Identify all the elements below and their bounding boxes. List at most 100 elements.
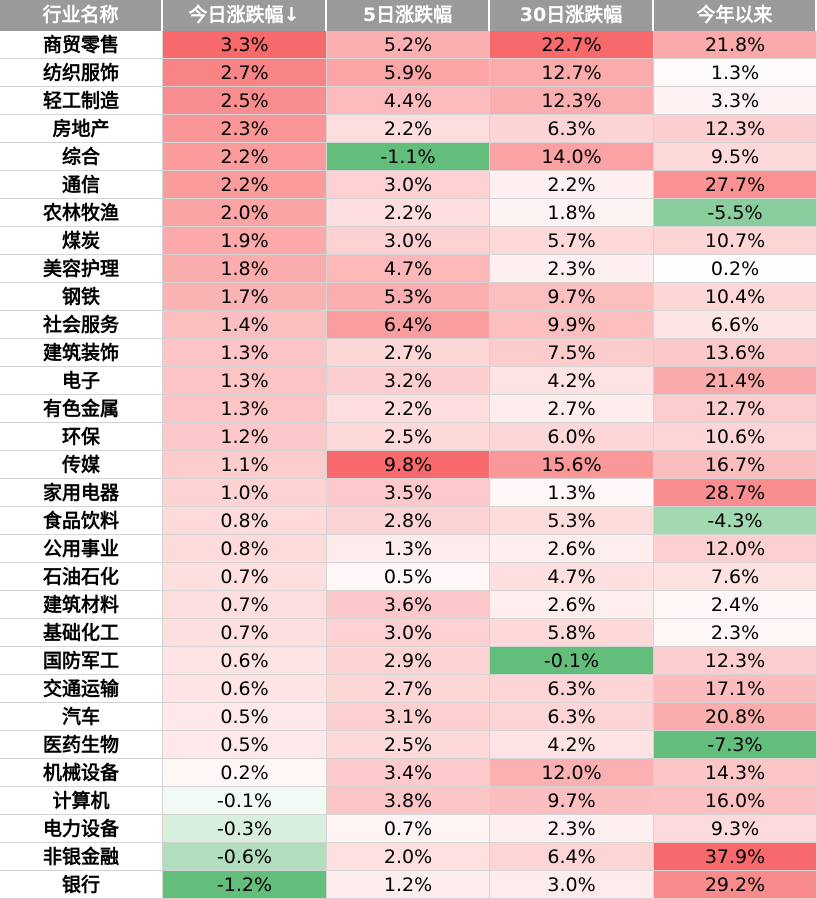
value-cell: 0.8% [163, 535, 327, 563]
table-row: 建筑材料 0.7% 3.6% 2.6% 2.4% [0, 591, 817, 619]
value-cell: -0.1% [163, 787, 327, 815]
value-cell: 6.3% [490, 675, 654, 703]
value-cell: 3.0% [327, 227, 490, 255]
value-cell: 3.0% [327, 619, 490, 647]
value-cell: 0.7% [327, 815, 490, 843]
table-row: 计算机 -0.1% 3.8% 9.7% 16.0% [0, 787, 817, 815]
table-row: 公用事业 0.8% 1.3% 2.6% 12.0% [0, 535, 817, 563]
value-cell: 9.7% [490, 283, 654, 311]
value-cell: 2.5% [327, 731, 490, 759]
value-cell: 4.7% [490, 563, 654, 591]
value-cell: 2.9% [327, 647, 490, 675]
value-cell: 12.3% [654, 647, 817, 675]
value-cell: 37.9% [654, 843, 817, 871]
table-row: 电力设备 -0.3% 0.7% 2.3% 9.3% [0, 815, 817, 843]
value-cell: 9.7% [490, 787, 654, 815]
value-cell: 1.2% [327, 871, 490, 899]
value-cell: 14.0% [490, 143, 654, 171]
value-cell: 5.8% [490, 619, 654, 647]
value-cell: 12.7% [654, 395, 817, 423]
value-cell: 6.6% [654, 311, 817, 339]
value-cell: 0.5% [327, 563, 490, 591]
value-cell: -0.6% [163, 843, 327, 871]
value-cell: 9.5% [654, 143, 817, 171]
value-cell: -1.1% [327, 143, 490, 171]
value-cell: 2.2% [163, 171, 327, 199]
value-cell: 0.6% [163, 675, 327, 703]
industry-name-header: 行业名称 [0, 0, 163, 31]
value-cell: 1.2% [163, 423, 327, 451]
value-cell: 9.3% [654, 815, 817, 843]
value-cell: 3.3% [163, 31, 327, 59]
value-cell: 0.2% [163, 759, 327, 787]
value-cell: 12.3% [654, 115, 817, 143]
value-cell: 22.7% [490, 31, 654, 59]
thirty-day-change-header: 30日涨跌幅 [490, 0, 654, 31]
table-row: 有色金属 1.3% 2.2% 2.7% 12.7% [0, 395, 817, 423]
value-cell: 5.3% [327, 283, 490, 311]
value-cell: 9.9% [490, 311, 654, 339]
table-row: 食品饮料 0.8% 2.8% 5.3% -4.3% [0, 507, 817, 535]
value-cell: 1.7% [163, 283, 327, 311]
value-cell: -0.3% [163, 815, 327, 843]
value-cell: 2.2% [163, 143, 327, 171]
value-cell: 2.2% [327, 115, 490, 143]
value-cell: 2.3% [490, 255, 654, 283]
table-row: 医药生物 0.5% 2.5% 4.2% -7.3% [0, 731, 817, 759]
value-cell: 2.3% [490, 815, 654, 843]
value-cell: 12.3% [490, 87, 654, 115]
industry-name-cell: 美容护理 [0, 255, 163, 283]
value-cell: 7.6% [654, 563, 817, 591]
value-cell: 6.3% [490, 115, 654, 143]
value-cell: 2.2% [490, 171, 654, 199]
value-cell: 2.0% [327, 843, 490, 871]
value-cell: 2.7% [327, 339, 490, 367]
value-cell: 0.5% [163, 731, 327, 759]
value-cell: 2.2% [327, 395, 490, 423]
value-cell: 28.7% [654, 479, 817, 507]
industry-name-cell: 综合 [0, 143, 163, 171]
value-cell: 21.4% [654, 367, 817, 395]
industry-name-cell: 轻工制造 [0, 87, 163, 115]
industry-name-cell: 商贸零售 [0, 31, 163, 59]
value-cell: 21.8% [654, 31, 817, 59]
value-cell: 0.7% [163, 563, 327, 591]
table-row: 社会服务 1.4% 6.4% 9.9% 6.6% [0, 311, 817, 339]
industry-name-cell: 医药生物 [0, 731, 163, 759]
value-cell: 16.0% [654, 787, 817, 815]
industry-name-cell: 电子 [0, 367, 163, 395]
value-cell: 1.1% [163, 451, 327, 479]
industry-name-cell: 家用电器 [0, 479, 163, 507]
value-cell: 6.3% [490, 703, 654, 731]
industry-name-cell: 非银金融 [0, 843, 163, 871]
table-row: 建筑装饰 1.3% 2.7% 7.5% 13.6% [0, 339, 817, 367]
value-cell: 2.2% [327, 199, 490, 227]
value-cell: 3.6% [327, 591, 490, 619]
value-cell: 10.6% [654, 423, 817, 451]
value-cell: -7.3% [654, 731, 817, 759]
industry-name-cell: 建筑材料 [0, 591, 163, 619]
value-cell: 0.8% [163, 507, 327, 535]
value-cell: 1.3% [654, 59, 817, 87]
value-cell: 3.8% [327, 787, 490, 815]
table-row: 银行 -1.2% 1.2% 3.0% 29.2% [0, 871, 817, 899]
value-cell: 20.8% [654, 703, 817, 731]
table-row: 煤炭 1.9% 3.0% 5.7% 10.7% [0, 227, 817, 255]
value-cell: 0.6% [163, 647, 327, 675]
value-cell: 2.4% [654, 591, 817, 619]
value-cell: 3.5% [327, 479, 490, 507]
value-cell: 3.2% [327, 367, 490, 395]
value-cell: 1.8% [163, 255, 327, 283]
value-cell: 9.8% [327, 451, 490, 479]
industry-name-cell: 银行 [0, 871, 163, 899]
table-row: 石油石化 0.7% 0.5% 4.7% 7.6% [0, 563, 817, 591]
value-cell: 1.9% [163, 227, 327, 255]
industry-name-cell: 有色金属 [0, 395, 163, 423]
value-cell: 16.7% [654, 451, 817, 479]
table-row: 环保 1.2% 2.5% 6.0% 10.6% [0, 423, 817, 451]
value-cell: 1.3% [163, 367, 327, 395]
ytd-change-header: 今年以来 [654, 0, 817, 31]
table-row: 钢铁 1.7% 5.3% 9.7% 10.4% [0, 283, 817, 311]
value-cell: 2.6% [490, 591, 654, 619]
